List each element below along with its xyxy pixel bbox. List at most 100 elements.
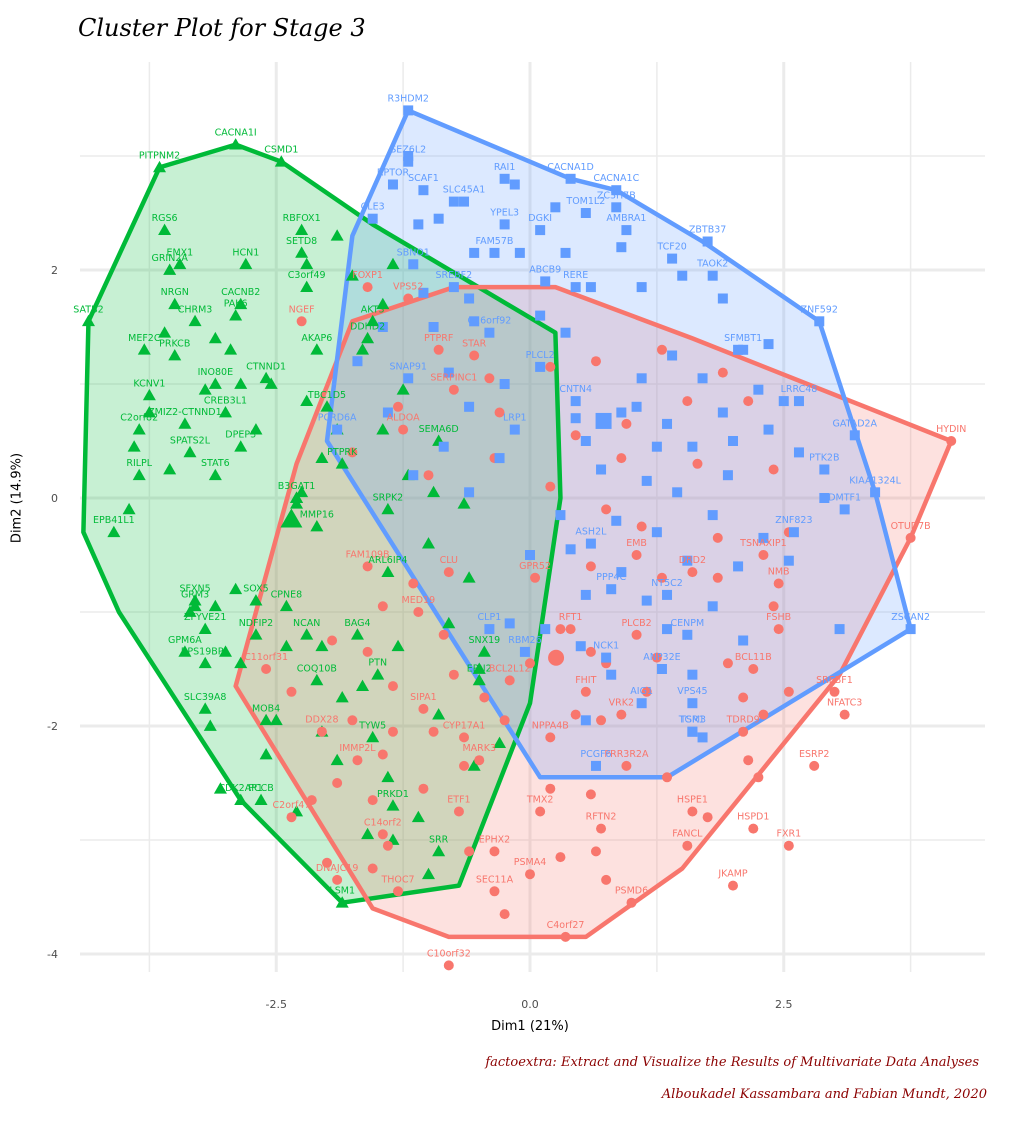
point-label: NGEF: [289, 304, 315, 315]
point-label: DMTF1: [828, 492, 861, 503]
point-label: DDX28: [305, 715, 338, 726]
cluster-1-point: [107, 525, 121, 538]
cluster-1-point: [320, 400, 334, 412]
cluster-2-point: [403, 293, 414, 304]
x-tick-label: 2.5: [775, 998, 793, 1011]
cluster-2-point: [631, 550, 642, 560]
cluster-3-point: [697, 732, 708, 743]
cluster-3-point: [738, 344, 749, 355]
cluster-1-point: [472, 662, 486, 674]
cluster-2-point: [286, 812, 297, 823]
cluster-2-point: [479, 692, 490, 703]
point-label: ZBTB37: [689, 225, 726, 236]
cluster-3-point: [499, 173, 510, 184]
cluster-2-point: [286, 686, 297, 697]
cluster-1-point: [411, 810, 425, 823]
cluster-2-point: [616, 709, 627, 720]
point-label: SREBF2: [436, 270, 473, 281]
cluster-1-point: [259, 748, 273, 760]
point-label: RGS6: [152, 213, 178, 224]
cluster-2-point: [322, 857, 332, 868]
cluster-2-point: [377, 749, 388, 760]
point-label: PCRD6A: [318, 413, 357, 424]
cluster-3-point: [834, 624, 845, 635]
point-label: CENPM: [670, 618, 704, 629]
point-label: GRIN2A: [151, 253, 188, 264]
point-label: PSMA4: [514, 857, 547, 868]
cluster-1-point: [381, 502, 395, 515]
cluster-1-point: [376, 423, 390, 435]
cluster-1-point: [330, 229, 344, 241]
cluster-3-point: [870, 487, 881, 498]
cluster-2-point: [682, 396, 693, 407]
cluster-1-point: [432, 708, 446, 720]
point-label: CLE3: [361, 202, 385, 213]
point-label: ARL6IP4: [368, 555, 407, 566]
cluster-3-point: [565, 173, 576, 184]
cluster-3-point: [793, 447, 804, 458]
cluster-2-point: [585, 646, 596, 657]
cluster-1-point: [366, 314, 380, 327]
point-label: C11orf31: [244, 652, 288, 663]
point-label: BAG4: [344, 618, 370, 629]
cluster-3-point: [352, 356, 363, 367]
cluster-2-point: [758, 550, 769, 560]
point-label: PRKD1: [377, 789, 409, 800]
point-label: SBNO1: [397, 247, 430, 258]
point-label: RAI1: [494, 162, 516, 173]
cluster-2-point: [712, 532, 723, 543]
cluster-3-point: [382, 407, 393, 418]
point-label: EPHX2: [479, 834, 510, 845]
cluster-2-point: [773, 624, 784, 635]
cluster-1-point: [361, 827, 375, 840]
cluster-3-point: [606, 669, 617, 680]
cluster-2-point: [580, 686, 591, 697]
cluster-1-point: [178, 417, 192, 429]
point-label: RFT1: [559, 612, 583, 623]
cluster-1-point: [274, 155, 288, 167]
cluster-2-point: [347, 447, 358, 458]
cluster-1-point: [178, 645, 192, 657]
cluster-2-point: [829, 686, 840, 697]
point-label: ANP32E: [643, 652, 680, 663]
cluster-1-point: [350, 628, 364, 640]
cluster-3-point: [555, 510, 566, 521]
cluster-3-point: [621, 225, 632, 236]
cluster-1-point: [381, 770, 395, 783]
point-label: CLP1: [478, 612, 502, 623]
cluster-3-point: [550, 202, 561, 213]
cluster-2-point: [601, 504, 612, 515]
cluster-1-point: [229, 138, 243, 150]
point-label: YPEL3: [489, 207, 519, 218]
point-label: PPP4C: [596, 572, 626, 583]
point-label: C14orf2: [364, 817, 402, 828]
cluster-2-point: [438, 629, 449, 640]
point-label: AKAP6: [301, 333, 332, 344]
cluster-3-point: [819, 464, 830, 475]
point-label: FANCL: [672, 829, 703, 840]
cluster-2-point: [332, 778, 343, 788]
cluster-3-point: [408, 470, 419, 481]
point-label: NMB: [768, 567, 790, 578]
cluster-3-point: [570, 396, 581, 407]
cluster-3-point: [464, 401, 475, 412]
cluster-2-point: [443, 567, 454, 578]
cluster-1-point: [315, 639, 329, 652]
cluster-2-point: [387, 681, 398, 692]
point-label: PTPRF: [424, 333, 453, 344]
point-label: ESRP2: [799, 749, 829, 760]
point-label: PLCL2: [526, 350, 555, 361]
cluster-3-point: [717, 407, 728, 418]
cluster-3-point: [667, 350, 678, 361]
cluster-2-point: [616, 453, 627, 464]
cluster-1-point: [259, 371, 273, 384]
cluster-1-point: [290, 491, 304, 503]
cluster-2-point: [692, 458, 703, 469]
point-label: VPS52: [393, 282, 423, 293]
cluster-2-point: [809, 760, 820, 771]
point-label: PCGF6: [580, 749, 611, 760]
cluster-3-point: [662, 624, 673, 635]
point-label: IMMP2L: [339, 743, 376, 754]
cluster-3-point: [377, 322, 388, 332]
point-label: NT5C2: [651, 578, 683, 589]
